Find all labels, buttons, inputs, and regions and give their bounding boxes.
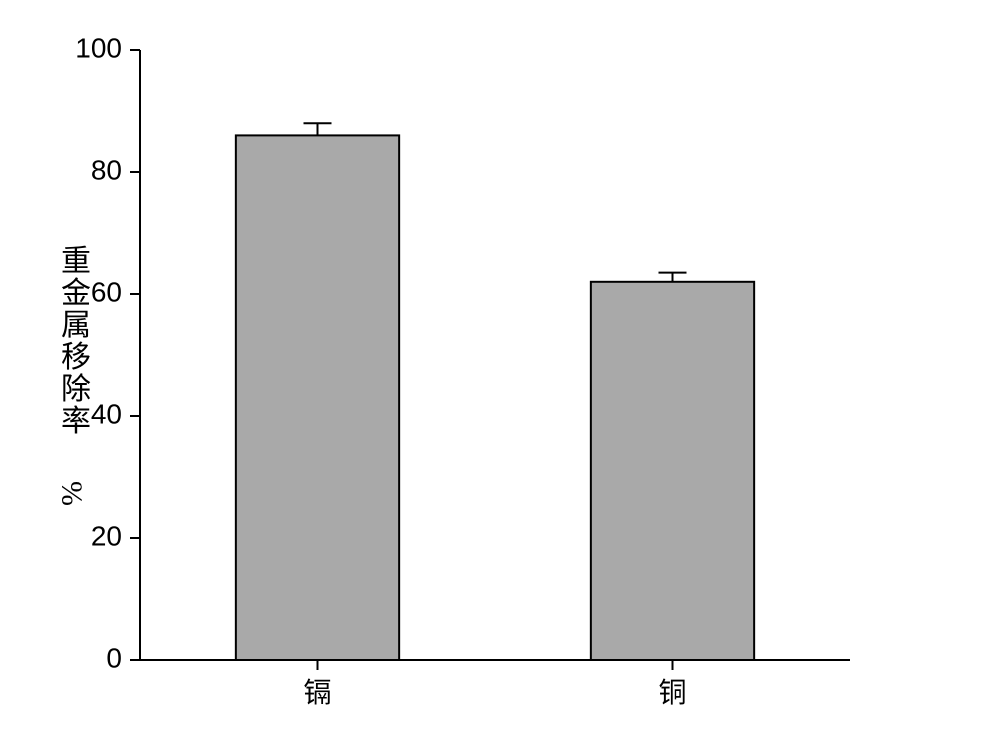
y-tick-label: 60: [91, 276, 122, 307]
y-tick-label: 100: [75, 32, 122, 63]
y-tick-label: 40: [91, 398, 122, 429]
x-tick-label: 铜: [658, 677, 686, 709]
y-tick-label: 80: [91, 154, 122, 185]
bar: [236, 135, 399, 660]
bar: [591, 282, 754, 660]
removal-rate-chart: 重金属移除率 % 0 20 40 60 80 100 镉 铜: [50, 20, 950, 730]
y-axis-label-percent: %: [55, 479, 89, 506]
y-axis-label: 重金属移除率 %: [50, 245, 94, 506]
y-tick-label: 20: [91, 520, 122, 551]
y-tick-label: 0: [106, 642, 122, 673]
y-axis-label-text: 重金属移除率: [56, 245, 89, 437]
x-tick-label: 镉: [303, 677, 331, 709]
chart-svg: 0 20 40 60 80 100 镉 铜: [50, 20, 870, 730]
